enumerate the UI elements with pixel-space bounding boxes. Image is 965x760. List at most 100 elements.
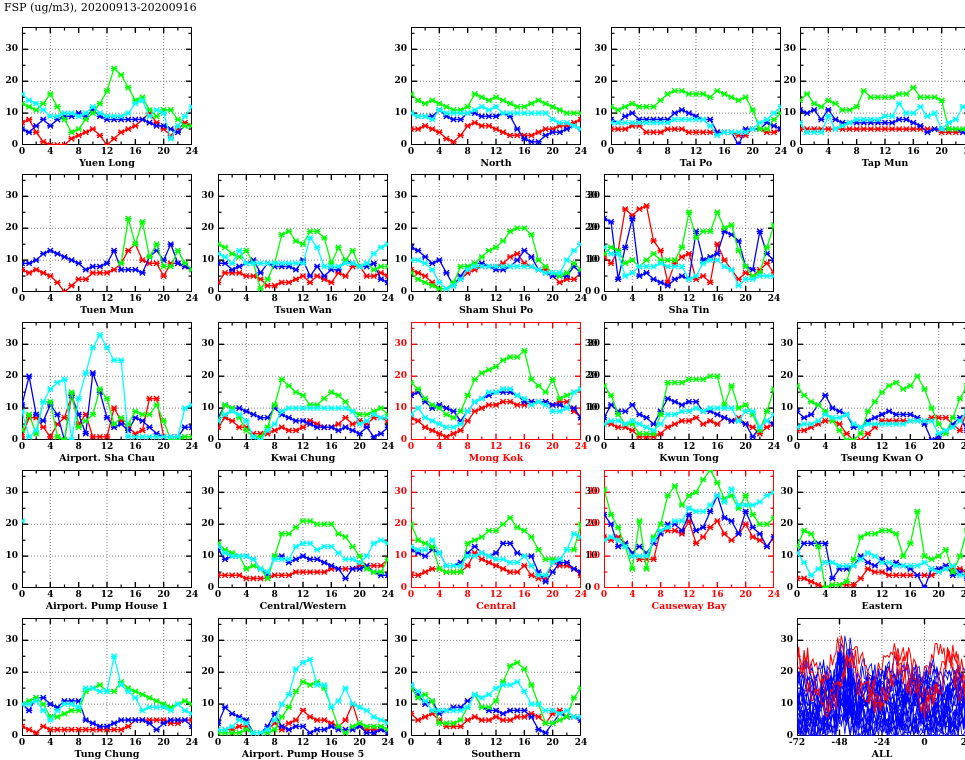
x-axis-tick-label: 8 (75, 590, 82, 600)
y-axis-tick-label: 0 (600, 140, 607, 150)
x-axis-tick-label: 0 (793, 590, 801, 600)
plot-panel-tseung-kwan-o: 0 10 20 30 0 4 8 12 16 20 24 Tseung Kwan O (780, 322, 965, 464)
panel-frame (411, 27, 581, 145)
panel-caption: Mong Kok (468, 453, 524, 464)
x-axis-tick-label: 12 (296, 294, 310, 304)
y-axis-tick-label: 0 (400, 583, 407, 593)
x-axis-tick-label: 8 (271, 294, 278, 304)
y-axis-tick-label: 10 (394, 403, 407, 414)
x-axis-tick-label: 16 (325, 590, 338, 600)
y-axis-tick-label: 30 (201, 487, 214, 498)
y-axis-tick-label: 0 (400, 435, 407, 445)
x-axis-tick-label: 16 (904, 590, 917, 600)
x-axis-tick-label: 20 (157, 294, 170, 304)
y-axis-tick-label: 10 (780, 403, 793, 414)
x-axis-tick-label: 8 (271, 738, 278, 748)
x-axis-tick-label: 8 (853, 147, 860, 157)
y-axis-tick-label: 0 (593, 583, 600, 593)
y-axis-tick-label: 30 (5, 487, 18, 498)
x-axis-tick-label: 16 (129, 738, 142, 748)
x-axis-tick-label: 12 (489, 147, 503, 157)
x-axis-tick-label: 24 (960, 738, 965, 748)
y-axis-tick-label: 20 (5, 371, 18, 382)
x-axis-tick-label: 20 (739, 442, 752, 452)
x-axis-tick-label: 12 (489, 442, 503, 452)
plot-panel-eastern: 0 10 20 30 0 4 8 12 16 20 24 Eastern (780, 470, 965, 612)
panel-plot-area (218, 322, 388, 440)
y-axis-tick-label: 20 (394, 223, 407, 234)
plot-panel-tsuen-wan: 0 10 20 30 0 4 8 12 16 20 24 Tsuen Wan (201, 174, 394, 316)
x-axis-tick-label: 4 (47, 738, 54, 748)
y-axis-tick-label: 20 (201, 667, 214, 678)
x-axis-tick-label: 20 (157, 442, 170, 452)
page-title: FSP (ug/m3), 20200913-20200916 (4, 1, 197, 14)
x-axis-tick-label: 16 (518, 294, 531, 304)
y-axis-tick-label: 30 (201, 339, 214, 350)
x-axis-tick-label: 24 (960, 590, 965, 600)
y-axis-tick-label: 10 (5, 699, 18, 710)
x-axis-tick-label: 4 (822, 442, 829, 452)
x-axis-tick-label: 8 (850, 442, 857, 452)
y-axis-tick-label: 30 (5, 191, 18, 202)
y-axis-tick-label: 0 (11, 140, 18, 150)
x-axis-tick-label: 12 (682, 294, 696, 304)
y-axis-tick-label: 20 (5, 519, 18, 530)
y-axis-tick-label: 10 (201, 551, 214, 562)
x-axis-tick-label: -72 (788, 738, 806, 748)
panel-plot-area (797, 618, 965, 736)
y-axis-tick-label: 10 (5, 403, 18, 414)
x-axis-tick-label: 24 (185, 738, 199, 748)
x-axis-tick-label: 24 (964, 147, 965, 157)
x-axis-tick-label: 12 (878, 147, 892, 157)
x-axis-tick-label: 4 (436, 738, 443, 748)
y-axis-tick-label: 10 (201, 699, 214, 710)
x-axis-tick-label: 4 (629, 442, 636, 452)
x-axis-tick-label: 4 (825, 147, 832, 157)
panel-caption: Airport. Sha Chau (59, 453, 155, 464)
x-axis-tick-label: 20 (157, 147, 170, 157)
y-axis-tick-label: 10 (587, 255, 600, 266)
x-axis-tick-label: 4 (822, 590, 829, 600)
y-axis-tick-label-right: 10 (585, 403, 598, 414)
x-axis-tick-label: 4 (243, 738, 250, 748)
x-axis-tick-label: 4 (436, 294, 443, 304)
x-axis-tick-label: 4 (243, 590, 250, 600)
y-axis-tick-label: 0 (786, 583, 793, 593)
y-axis-tick-label-right: 10 (585, 551, 598, 562)
x-axis-tick-label: 16 (129, 147, 142, 157)
y-axis-tick-label: 20 (394, 371, 407, 382)
panel-caption: Central (476, 601, 516, 612)
plot-panel-tuen-mun: 0 10 20 30 0 4 8 12 16 20 24 Tuen Mun (5, 174, 198, 316)
y-axis-tick-label-right: 20 (585, 223, 598, 234)
panel-plot-area (218, 174, 388, 292)
x-axis-tick-label: 8 (271, 442, 278, 452)
x-axis-tick-label: 12 (489, 738, 503, 748)
panel-plot-area (22, 27, 192, 145)
y-axis-tick-label: 10 (587, 403, 600, 414)
x-axis-tick-label: 16 (129, 294, 142, 304)
plot-panel-central: 0 10 20 30 0 10 20 30 0 4 8 12 16 20 24 Central (394, 470, 598, 612)
y-axis-tick-label: 10 (5, 255, 18, 266)
x-axis-tick-label: 20 (157, 590, 170, 600)
x-axis-tick-label: 0 (921, 738, 928, 748)
x-axis-tick-label: 8 (75, 294, 82, 304)
x-axis-tick-label: 0 (18, 294, 26, 304)
y-axis-tick-label: 30 (594, 44, 607, 55)
y-axis-tick-label: 30 (5, 635, 18, 646)
x-axis-tick-label: 16 (904, 442, 917, 452)
x-axis-tick-label: 24 (185, 590, 199, 600)
y-axis-tick-label: 20 (780, 519, 793, 530)
x-axis-tick-label: 24 (574, 147, 588, 157)
panel-caption: Tseung Kwan O (840, 453, 924, 464)
y-axis-tick-label: 30 (587, 487, 600, 498)
x-axis-tick-label: 8 (464, 442, 471, 452)
y-axis-tick-label: 0 (400, 140, 407, 150)
y-axis-tick-label: 20 (201, 371, 214, 382)
panel-caption: Tsuen Wan (274, 305, 332, 316)
x-axis-tick-label: 16 (518, 738, 531, 748)
plot-panel-mong-kok: 0 10 20 30 0 10 20 30 0 4 8 12 16 20 24 Mong Kok (394, 322, 598, 464)
x-axis-tick-label: 24 (574, 590, 588, 600)
panel-plot-area (218, 470, 388, 588)
x-axis-tick-label: 4 (47, 294, 54, 304)
x-axis-tick-label: 20 (546, 294, 559, 304)
